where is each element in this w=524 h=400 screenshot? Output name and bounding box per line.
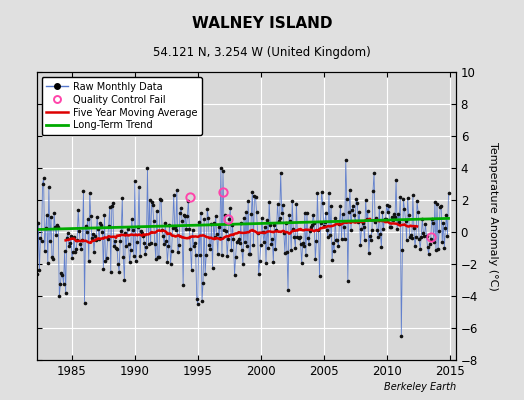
Legend: Raw Monthly Data, Quality Control Fail, Five Year Moving Average, Long-Term Tren: Raw Monthly Data, Quality Control Fail, … [41,77,202,135]
Text: 54.121 N, 3.254 W (United Kingdom): 54.121 N, 3.254 W (United Kingdom) [153,46,371,59]
Text: Berkeley Earth: Berkeley Earth [384,382,456,392]
Text: WALNEY ISLAND: WALNEY ISLAND [192,16,332,31]
Y-axis label: Temperature Anomaly (°C): Temperature Anomaly (°C) [487,142,498,290]
